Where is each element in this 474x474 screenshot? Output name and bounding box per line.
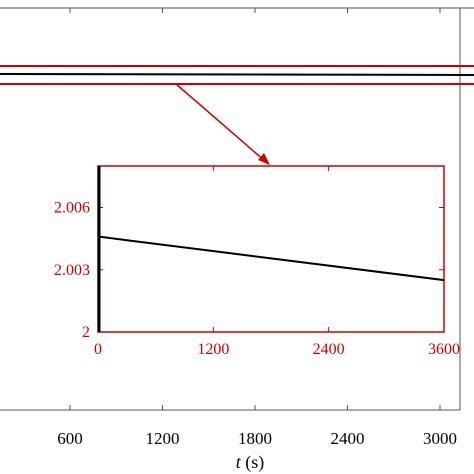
inset-x-tick-label: 0: [94, 341, 102, 358]
zoom-arrow-line: [175, 83, 266, 162]
inset-y-tick-label: 2.006: [54, 200, 90, 217]
inset-x-tick-label: 3600: [428, 341, 460, 358]
inset-x-tick-label: 1200: [197, 341, 229, 358]
main-x-axis-label: t (s): [236, 452, 265, 473]
inset-frame: [97, 165, 445, 333]
main-chart: 600 1200 1800 2400 3000 t (s): [0, 7, 474, 473]
inset-y-tick-label: 2.003: [54, 262, 90, 279]
inset-series-line: [97, 235, 445, 282]
zoom-arrow-head: [258, 153, 270, 165]
main-x-tick-label: 1800: [238, 429, 272, 448]
main-x-tick-label: 600: [57, 429, 83, 448]
inset-y-tick-label: 2: [82, 324, 90, 341]
main-x-tick-label: 1200: [146, 429, 180, 448]
inset-x-tick-label: 2400: [313, 341, 345, 358]
inset-chart: 0 1200 2400 3600 2 2.003 2.006: [54, 165, 460, 358]
main-series-line: [0, 73, 474, 76]
main-x-tick-label: 2400: [331, 429, 365, 448]
main-x-tick-label: 3000: [423, 429, 457, 448]
